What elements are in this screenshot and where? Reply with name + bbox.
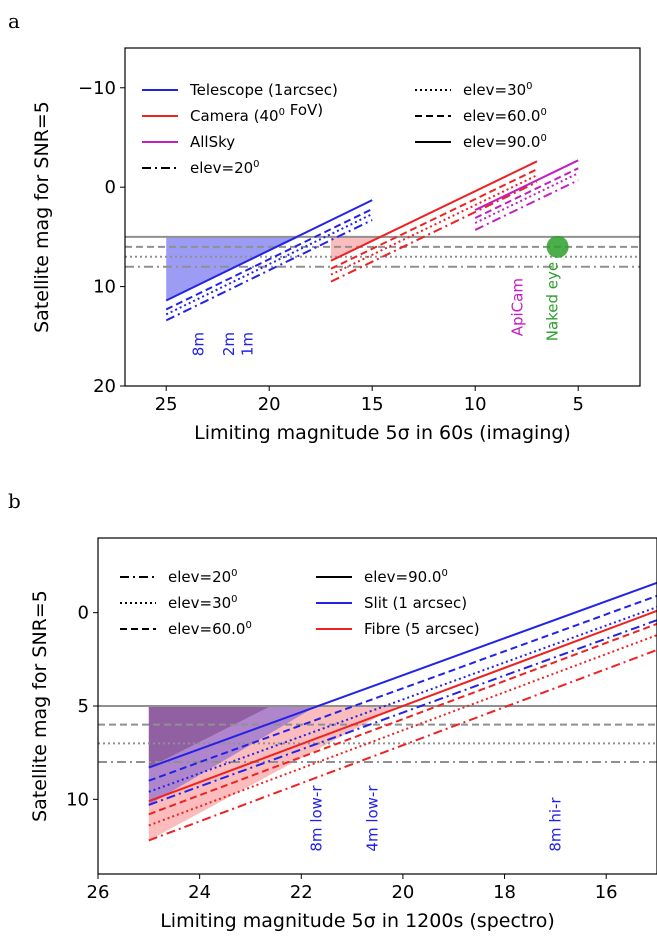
series-line-0-dashdot bbox=[148, 619, 657, 806]
series-line-2-solid bbox=[474, 159, 579, 211]
legend: elev=200 elev=300 elev=60.00 elev=90.00 Slit… bbox=[120, 568, 480, 638]
x-tick-label: 22 bbox=[290, 882, 313, 903]
chart-panel-a: 8m 2m 1m ApiCam Naked eye 25 20 15 10 5 −10 0 10 20 Li… bbox=[31, 47, 641, 444]
series-line-2-dashed bbox=[474, 167, 579, 219]
x-axis-label: Limiting magnitude 5σ in 1200s (spectro) bbox=[160, 910, 555, 932]
series-line-2-dashdot bbox=[474, 179, 579, 231]
series-line-1-dotted bbox=[330, 174, 538, 276]
y-tick-label: 0 bbox=[105, 177, 116, 198]
plot-area: 8m 2m 1m ApiCam Naked eye bbox=[125, 159, 640, 356]
series-line-0-solid bbox=[165, 199, 373, 302]
x-tick-label: 20 bbox=[391, 882, 414, 903]
chart-panel-b: 8m low-r 4m low-r 8m hi-r 26 24 22 20 18 16 0 5 10 L… bbox=[29, 537, 657, 932]
series-line-1-dashed bbox=[330, 168, 538, 270]
legend-entry: Camera (400 FoV) bbox=[190, 101, 323, 125]
axes-frame bbox=[124, 47, 641, 387]
annotation-3: ApiCam bbox=[509, 278, 527, 336]
legend-entry: Fibre (5 arcsec) bbox=[364, 620, 480, 638]
legend-entry: Telescope (1arcsec) bbox=[189, 81, 338, 99]
series-line-1-dashed bbox=[148, 622, 657, 816]
legend-entry: elev=300 bbox=[463, 81, 533, 99]
panel-label-a: a bbox=[8, 9, 20, 33]
series-line-0-solid bbox=[148, 581, 657, 769]
y-tick-label: 10 bbox=[66, 789, 89, 810]
y-tick-label: 20 bbox=[93, 376, 116, 397]
legend-entry: Slit (1 arcsec) bbox=[364, 594, 467, 612]
legend-entry: elev=200 bbox=[168, 568, 238, 586]
x-tick-label: 16 bbox=[595, 882, 618, 903]
series-line-2-dotted bbox=[474, 172, 579, 224]
annotation-4: Naked eye bbox=[544, 262, 562, 341]
annotation-0: 8m low-r bbox=[308, 785, 326, 852]
series-line-1-dashdot bbox=[330, 181, 538, 283]
series-line-0-dashed bbox=[148, 594, 657, 782]
y-tick-label: 0 bbox=[78, 603, 89, 624]
x-tick-label: 24 bbox=[188, 882, 211, 903]
annotation-2: 8m hi-r bbox=[546, 797, 564, 852]
series-line-0-dashdot bbox=[165, 219, 373, 322]
annotation-2: 1m bbox=[239, 332, 257, 356]
y-tick-label: −10 bbox=[78, 78, 116, 99]
legend-entry: elev=60.00 bbox=[463, 107, 547, 125]
annotation-0: 8m bbox=[189, 332, 207, 356]
y-tick-label: 5 bbox=[78, 696, 89, 717]
shaded-region-2 bbox=[148, 706, 271, 768]
legend-entry: elev=300 bbox=[168, 594, 238, 612]
series-line-0-dotted bbox=[148, 606, 657, 793]
annotation-1: 4m low-r bbox=[364, 785, 382, 852]
legend-entry: elev=200 bbox=[190, 159, 260, 177]
y-axis-label: Satellite mag for SNR=5 bbox=[29, 590, 51, 822]
legend-entry: elev=60.00 bbox=[168, 620, 252, 638]
x-tick-label: 26 bbox=[87, 882, 110, 903]
naked-eye-point bbox=[546, 235, 569, 258]
x-tick-label: 5 bbox=[572, 394, 583, 415]
x-axis-label: Limiting magnitude 5σ in 60s (imaging) bbox=[194, 422, 571, 444]
x-tick-label: 25 bbox=[155, 394, 178, 415]
series-line-1-dashdot bbox=[148, 649, 657, 842]
legend: Telescope (1arcsec) Camera (400 FoV) AllSk… bbox=[142, 81, 547, 177]
series-line-0-dashed bbox=[165, 208, 373, 311]
x-tick-label: 20 bbox=[258, 394, 281, 415]
series-line-0-dotted bbox=[165, 213, 373, 316]
series-line-1-dotted bbox=[148, 634, 657, 827]
legend-entry: AllSky bbox=[190, 133, 235, 151]
panel-label-b: b bbox=[8, 489, 21, 513]
y-axis-label: Satellite mag for SNR=5 bbox=[31, 101, 53, 333]
x-tick-label: 10 bbox=[464, 394, 487, 415]
series-line-1-solid bbox=[148, 609, 657, 803]
x-tick-label: 15 bbox=[361, 394, 384, 415]
legend-entry: elev=90.00 bbox=[364, 568, 448, 586]
y-tick-label: 10 bbox=[93, 277, 116, 298]
series-line-1-solid bbox=[330, 160, 538, 262]
shaded-region-1 bbox=[148, 706, 317, 805]
shaded-region-0 bbox=[148, 706, 398, 841]
annotation-1: 2m bbox=[220, 332, 238, 356]
legend-entry: elev=90.00 bbox=[463, 133, 547, 151]
x-tick-label: 18 bbox=[493, 882, 516, 903]
plot-area: 8m low-r 4m low-r 8m hi-r bbox=[98, 581, 657, 852]
